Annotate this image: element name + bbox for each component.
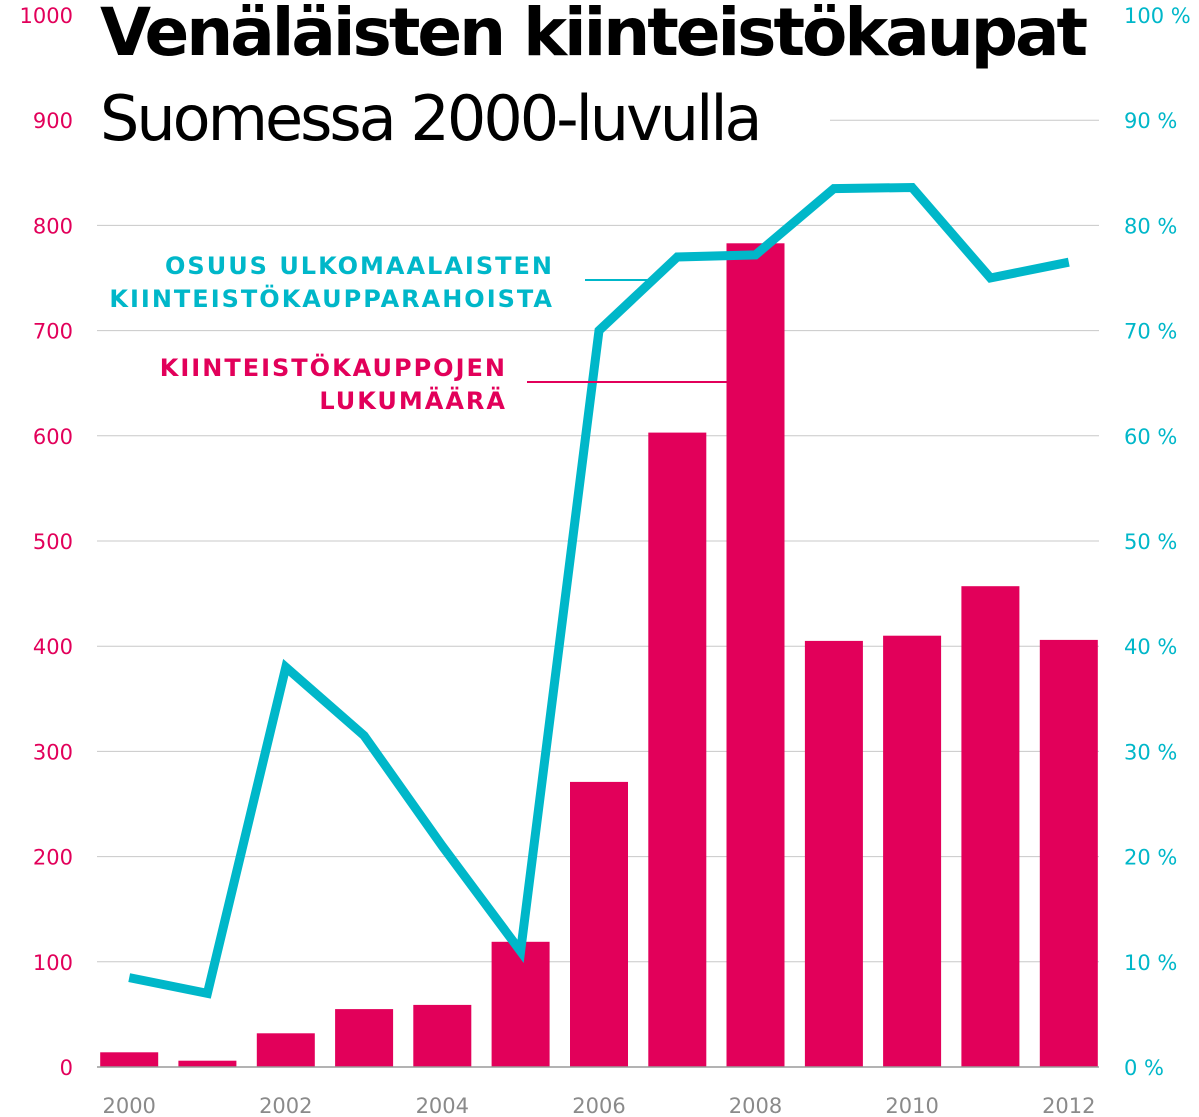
y-left-tick-label: 1000: [20, 4, 73, 28]
bar-2012: [1039, 639, 1098, 1067]
y-left-tick-label: 900: [33, 109, 73, 133]
x-tick-label: 2010: [885, 1094, 938, 1117]
legend-line-text-2: KIINTEISTÖKAUPPARAHOISTA: [109, 285, 554, 313]
legend-line-text-1: OSUUS ULKOMAALAISTEN: [165, 252, 554, 280]
y-right-tick-label: 90 %: [1124, 109, 1177, 133]
y-left-tick-label: 400: [33, 635, 73, 659]
x-tick-label: 2006: [572, 1094, 625, 1117]
y-right-tick-label: 70 %: [1124, 320, 1177, 344]
y-right-tick-label: 50 %: [1124, 530, 1177, 554]
x-tick-label: 2012: [1042, 1094, 1095, 1117]
bar-2001: [178, 1060, 237, 1067]
bar-2002: [256, 1033, 315, 1067]
y-right-tick-label: 0 %: [1124, 1056, 1164, 1080]
bar-2008: [726, 243, 785, 1068]
y-axis-left: 0 100 200 300 400 500 600 700 800 900 1000: [20, 4, 73, 1080]
y-left-tick-label: 300: [33, 740, 73, 764]
legend-bar-text-1: KIINTEISTÖKAUPPOJEN: [159, 354, 507, 382]
y-axis-right: 0 % 10 % 20 % 30 % 40 % 50 % 60 % 70 % 80 % 90 % 1…: [1124, 4, 1191, 1080]
bar-2010: [883, 635, 942, 1067]
x-tick-label: 2000: [102, 1094, 155, 1117]
y-left-tick-label: 800: [33, 214, 73, 238]
bar-2005: [491, 941, 550, 1067]
y-right-tick-label: 30 %: [1124, 740, 1177, 764]
y-left-tick-label: 700: [33, 320, 73, 344]
bar-2000: [100, 1052, 159, 1067]
bar-2007: [648, 432, 707, 1068]
line-series: [128, 182, 1070, 999]
y-left-tick-label: 100: [33, 951, 73, 975]
chart-subtitle: Suomessa 2000-luvulla: [100, 82, 763, 155]
bar-series: [100, 243, 1098, 1068]
x-tick-label: 2008: [729, 1094, 782, 1117]
y-right-tick-label: 40 %: [1124, 635, 1177, 659]
bar-2009: [804, 640, 863, 1067]
y-left-tick-label: 600: [33, 425, 73, 449]
y-right-tick-label: 80 %: [1124, 214, 1177, 238]
bar-2006: [570, 781, 628, 1067]
y-right-tick-label: 10 %: [1124, 951, 1177, 975]
y-left-tick-label: 0: [60, 1056, 73, 1080]
y-right-tick-label: 60 %: [1124, 425, 1177, 449]
x-tick-label: 2002: [259, 1094, 312, 1117]
x-axis: 2000 2002 2004 2006 2008 2010 2012: [97, 1066, 1099, 1117]
y-left-tick-label: 500: [33, 530, 73, 554]
bar-2003: [335, 1009, 394, 1067]
legend-line-series: OSUUS ULKOMAALAISTEN KIINTEISTÖKAUPPARAH…: [109, 250, 554, 316]
chart-title: Venäläisten kiinteistökaupat: [100, 0, 1088, 71]
x-tick-label: 2004: [416, 1094, 469, 1117]
bar-2011: [961, 586, 1020, 1067]
y-right-tick-label: 100 %: [1124, 4, 1191, 28]
legend-bar-series: KIINTEISTÖKAUPPOJEN LUKUMÄÄRÄ: [160, 352, 507, 418]
legend-leader-lines: [527, 279, 727, 383]
y-left-tick-label: 200: [33, 846, 73, 870]
bar-2004: [413, 1004, 472, 1067]
legend-bar-text-2: LUKUMÄÄRÄ: [319, 387, 507, 415]
y-right-tick-label: 20 %: [1124, 846, 1177, 870]
